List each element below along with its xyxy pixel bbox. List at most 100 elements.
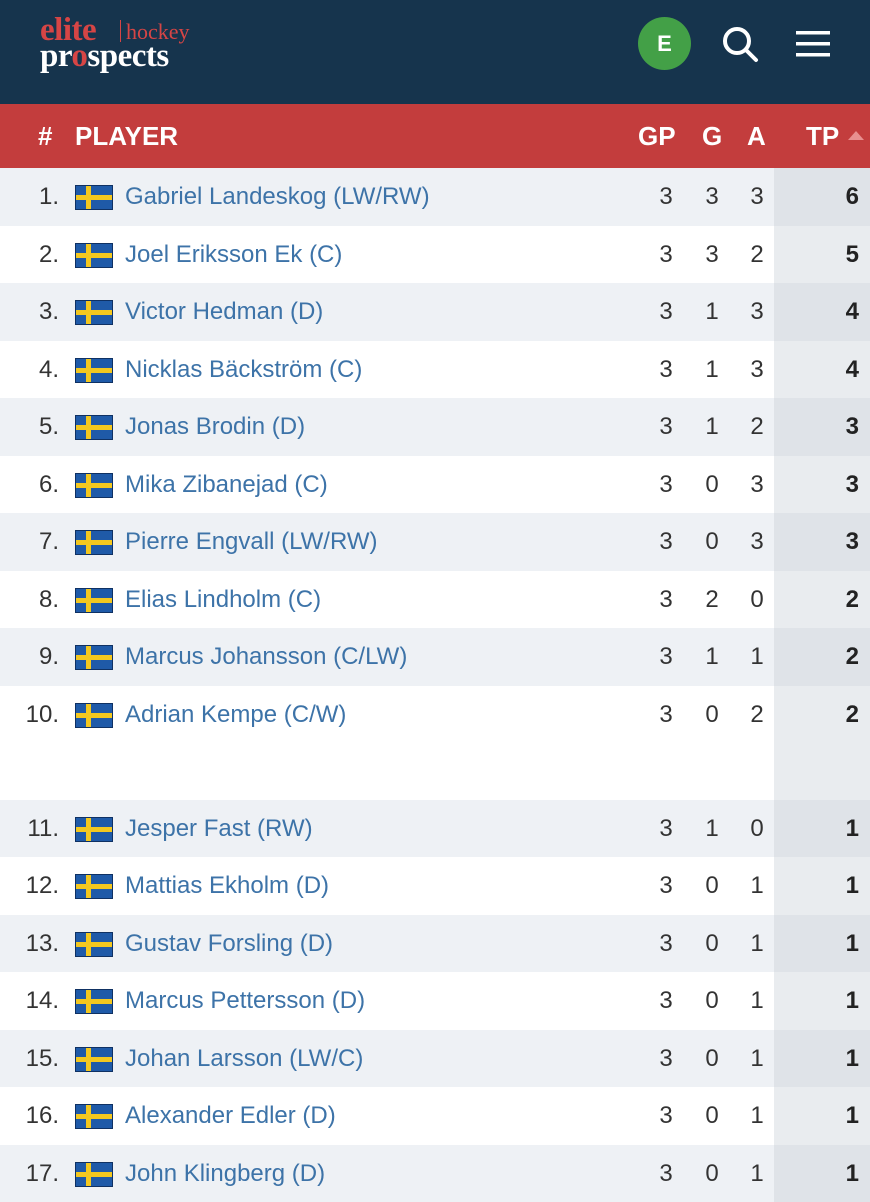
eliteprospects-logo[interactable]: elite hockey prospects: [40, 14, 230, 84]
rank-cell: 6.: [39, 456, 59, 513]
a-cell: 2: [731, 686, 783, 743]
gp-cell: 3: [640, 226, 692, 283]
rank-cell: 1.: [39, 168, 59, 225]
a-cell: 1: [731, 972, 783, 1029]
a-cell: 3: [731, 168, 783, 225]
column-header-g[interactable]: G: [702, 104, 722, 168]
gp-cell: 3: [640, 857, 692, 914]
rank-cell: 14.: [26, 972, 59, 1029]
player-name-link[interactable]: Jonas Brodin (D): [125, 398, 305, 455]
user-avatar[interactable]: E: [638, 17, 691, 70]
player-name-link[interactable]: Adrian Kempe (C/W): [125, 686, 346, 743]
gp-cell: 3: [640, 800, 692, 857]
stats-table-header: # PLAYER GP G A TP: [0, 104, 870, 168]
gp-cell: 3: [640, 456, 692, 513]
a-cell: 1: [731, 915, 783, 972]
a-cell: 0: [731, 571, 783, 628]
player-name-link[interactable]: Gabriel Landeskog (LW/RW): [125, 168, 430, 225]
tp-cell: 1: [846, 1030, 859, 1087]
gp-cell: 3: [640, 686, 692, 743]
tp-cell: 5: [846, 226, 859, 283]
gp-cell: 3: [640, 1087, 692, 1144]
gp-cell: 3: [640, 168, 692, 225]
player-name-link[interactable]: Alexander Edler (D): [125, 1087, 336, 1144]
rank-cell: 11.: [27, 800, 59, 857]
rank-cell: 8.: [39, 571, 59, 628]
player-name-link[interactable]: Mika Zibanejad (C): [125, 456, 328, 513]
gp-cell: 3: [640, 283, 692, 340]
sweden-flag-icon: [75, 530, 113, 555]
a-cell: 1: [731, 1145, 783, 1202]
logo-prospects-text: prospects: [40, 40, 169, 73]
rank-cell: 15.: [26, 1030, 59, 1087]
player-name-link[interactable]: Victor Hedman (D): [125, 283, 323, 340]
sweden-flag-icon: [75, 645, 113, 670]
menu-icon[interactable]: [795, 29, 831, 59]
sweden-flag-icon: [75, 300, 113, 325]
player-name-link[interactable]: Mattias Ekholm (D): [125, 857, 329, 914]
sweden-flag-icon: [75, 1047, 113, 1072]
a-cell: 3: [731, 341, 783, 398]
gp-cell: 3: [640, 513, 692, 570]
a-cell: 3: [731, 513, 783, 570]
tp-cell: 1: [846, 1087, 859, 1144]
player-name-link[interactable]: Elias Lindholm (C): [125, 571, 321, 628]
column-header-gp[interactable]: GP: [638, 104, 676, 168]
tp-cell: 4: [846, 283, 859, 340]
rank-cell: 9.: [39, 628, 59, 685]
gp-cell: 3: [640, 341, 692, 398]
rank-cell: 2.: [39, 226, 59, 283]
tp-cell: 2: [846, 686, 859, 743]
column-header-rank[interactable]: #: [38, 104, 52, 168]
search-icon[interactable]: [721, 25, 759, 63]
player-name-link[interactable]: Nicklas Bäckström (C): [125, 341, 362, 398]
tp-cell: 2: [846, 628, 859, 685]
sweden-flag-icon: [75, 243, 113, 268]
player-name-link[interactable]: John Klingberg (D): [125, 1145, 325, 1202]
a-cell: 1: [731, 628, 783, 685]
sort-ascending-icon: [848, 131, 864, 140]
rank-cell: 4.: [39, 341, 59, 398]
a-cell: 1: [731, 1087, 783, 1144]
tp-cell: 6: [846, 168, 859, 225]
a-cell: 3: [731, 283, 783, 340]
player-name-link[interactable]: Marcus Johansson (C/LW): [125, 628, 407, 685]
tp-cell: 1: [846, 857, 859, 914]
column-header-player[interactable]: PLAYER: [75, 104, 178, 168]
player-name-link[interactable]: Gustav Forsling (D): [125, 915, 333, 972]
rank-cell: 17.: [26, 1145, 59, 1202]
player-name-link[interactable]: Joel Eriksson Ek (C): [125, 226, 342, 283]
tp-cell: 1: [846, 915, 859, 972]
rank-cell: 7.: [39, 513, 59, 570]
gp-cell: 3: [640, 1145, 692, 1202]
tp-cell: 3: [846, 456, 859, 513]
tp-cell: 3: [846, 398, 859, 455]
column-header-a[interactable]: A: [747, 104, 766, 168]
sweden-flag-icon: [75, 358, 113, 383]
gp-cell: 3: [640, 915, 692, 972]
sweden-flag-icon: [75, 932, 113, 957]
column-header-tp[interactable]: TP: [806, 104, 839, 168]
sweden-flag-icon: [75, 1162, 113, 1187]
a-cell: 1: [731, 857, 783, 914]
player-name-link[interactable]: Marcus Pettersson (D): [125, 972, 365, 1029]
player-name-link[interactable]: Jesper Fast (RW): [125, 800, 313, 857]
player-name-link[interactable]: Pierre Engvall (LW/RW): [125, 513, 378, 570]
rank-cell: 5.: [39, 398, 59, 455]
sweden-flag-icon: [75, 473, 113, 498]
player-name-link[interactable]: Johan Larsson (LW/C): [125, 1030, 363, 1087]
